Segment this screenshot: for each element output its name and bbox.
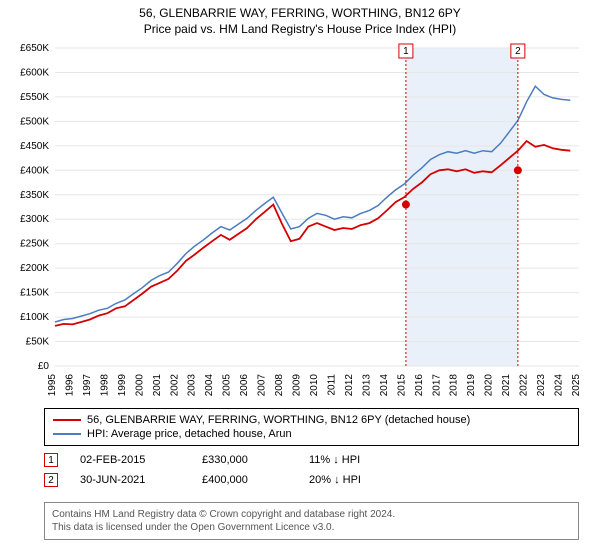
event-date: 02-FEB-2015 — [80, 454, 180, 466]
event-num: 2 — [44, 473, 58, 487]
event-price: £330,000 — [202, 454, 287, 466]
svg-text:£350K: £350K — [20, 190, 49, 201]
event-marker-1 — [402, 201, 410, 209]
titles: 56, GLENBARRIE WAY, FERRING, WORTHING, B… — [0, 0, 600, 36]
svg-text:£450K: £450K — [20, 141, 49, 152]
svg-text:2018: 2018 — [449, 374, 460, 397]
chart-frame: 56, GLENBARRIE WAY, FERRING, WORTHING, B… — [0, 0, 600, 560]
svg-text:£600K: £600K — [20, 67, 49, 78]
svg-text:£100K: £100K — [20, 312, 49, 323]
svg-text:£0: £0 — [38, 361, 50, 372]
svg-text:2000: 2000 — [134, 374, 145, 397]
svg-text:£200K: £200K — [20, 263, 49, 274]
event-date: 30-JUN-2021 — [80, 474, 180, 486]
event-label-2: 2 — [515, 46, 521, 57]
svg-text:2022: 2022 — [519, 374, 530, 397]
x-ticks: 1995 1996 1997 1998 1999 2000 2001 2002 2003 2004… — [47, 374, 582, 397]
event-price: £400,000 — [202, 474, 287, 486]
footer-line-2: This data is licensed under the Open Gov… — [52, 521, 571, 534]
svg-text:2002: 2002 — [169, 374, 180, 397]
svg-text:2015: 2015 — [396, 374, 407, 397]
events-table: 1 02-FEB-2015 £330,000 11% ↓ HPI 2 30-JUN-202… — [44, 450, 579, 490]
svg-text:2017: 2017 — [431, 374, 442, 397]
y-ticks: £0 £50K £100K £150K £200K £250K £300K £350K £400… — [20, 43, 49, 372]
footer-attribution: Contains HM Land Registry data © Crown c… — [44, 502, 579, 540]
legend-swatch — [53, 419, 81, 421]
svg-text:1997: 1997 — [82, 374, 93, 397]
svg-text:2024: 2024 — [554, 374, 565, 397]
event-delta: 11% ↓ HPI — [309, 454, 399, 466]
event-row-2: 2 30-JUN-2021 £400,000 20% ↓ HPI — [44, 470, 579, 490]
svg-text:£650K: £650K — [20, 43, 49, 54]
svg-text:£500K: £500K — [20, 116, 49, 127]
svg-text:2014: 2014 — [379, 374, 390, 397]
title-sub: Price paid vs. HM Land Registry's House … — [0, 22, 600, 36]
title-main: 56, GLENBARRIE WAY, FERRING, WORTHING, B… — [0, 6, 600, 20]
svg-text:£400K: £400K — [20, 165, 49, 176]
event-row-1: 1 02-FEB-2015 £330,000 11% ↓ HPI — [44, 450, 579, 470]
svg-text:2008: 2008 — [274, 374, 285, 397]
svg-text:2025: 2025 — [571, 374, 582, 397]
svg-text:2019: 2019 — [466, 374, 477, 397]
svg-text:2013: 2013 — [361, 374, 372, 397]
legend-swatch — [53, 433, 81, 435]
svg-text:2005: 2005 — [222, 374, 233, 397]
svg-text:£50K: £50K — [26, 337, 50, 348]
svg-text:2004: 2004 — [204, 374, 215, 397]
price-chart: £0 £50K £100K £150K £200K £250K £300K £350K £400… — [0, 40, 600, 400]
legend-label: 56, GLENBARRIE WAY, FERRING, WORTHING, B… — [87, 413, 470, 427]
svg-text:1998: 1998 — [99, 374, 110, 397]
legend: 56, GLENBARRIE WAY, FERRING, WORTHING, B… — [44, 408, 579, 446]
event-band — [406, 48, 518, 366]
legend-row-1: HPI: Average price, detached house, Arun — [53, 427, 572, 441]
svg-text:2003: 2003 — [187, 374, 198, 397]
svg-text:2007: 2007 — [257, 374, 268, 397]
svg-text:2020: 2020 — [484, 374, 495, 397]
event-marker-2 — [514, 166, 522, 174]
event-delta: 20% ↓ HPI — [309, 474, 399, 486]
svg-text:2023: 2023 — [536, 374, 547, 397]
svg-text:2010: 2010 — [309, 374, 320, 397]
svg-text:2016: 2016 — [414, 374, 425, 397]
svg-text:2009: 2009 — [292, 374, 303, 397]
legend-row-0: 56, GLENBARRIE WAY, FERRING, WORTHING, B… — [53, 413, 572, 427]
svg-text:2006: 2006 — [239, 374, 250, 397]
svg-text:£250K: £250K — [20, 239, 49, 250]
svg-text:2012: 2012 — [344, 374, 355, 397]
svg-text:2011: 2011 — [326, 374, 337, 396]
svg-text:1996: 1996 — [64, 374, 75, 397]
event-num: 1 — [44, 453, 58, 467]
legend-label: HPI: Average price, detached house, Arun — [87, 427, 292, 441]
svg-text:£150K: £150K — [20, 288, 49, 299]
event-label-1: 1 — [403, 46, 409, 57]
svg-text:1995: 1995 — [47, 374, 58, 397]
svg-text:£300K: £300K — [20, 214, 49, 225]
svg-text:1999: 1999 — [117, 374, 128, 397]
svg-text:£550K: £550K — [20, 92, 49, 103]
svg-text:2001: 2001 — [152, 374, 163, 397]
footer-line-1: Contains HM Land Registry data © Crown c… — [52, 508, 571, 521]
svg-text:2021: 2021 — [501, 374, 512, 397]
